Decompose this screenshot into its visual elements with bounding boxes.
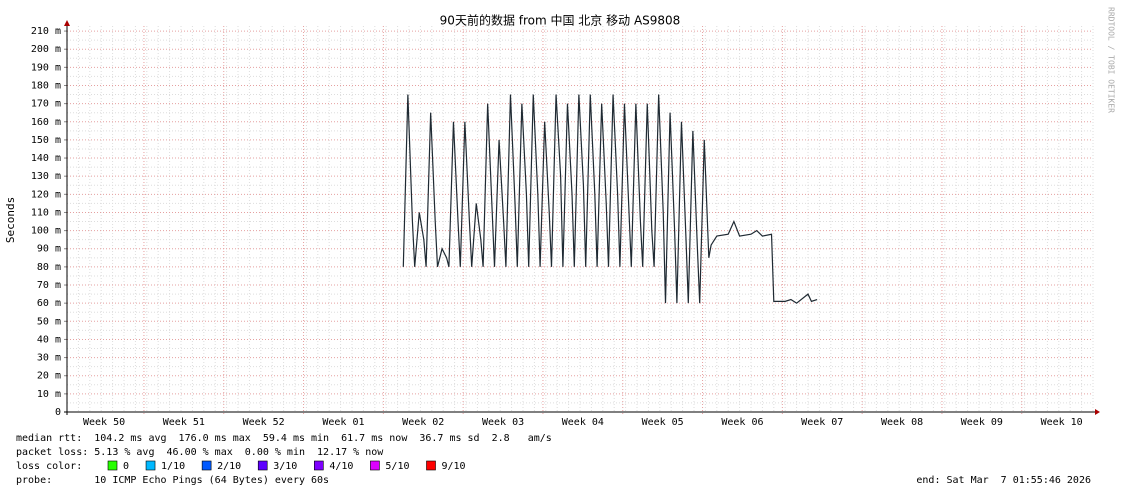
y-tick-label: 40 m [37,334,61,345]
y-tick-label: 210 m [31,26,61,37]
median-line [402,94,818,304]
y-tick-label: 200 m [31,44,61,55]
x-tick-label: Week 09 [961,417,1003,428]
y-tick-label: 120 m [31,189,61,200]
y-tick-label: 170 m [31,99,61,110]
probe-info: probe: 10 ICMP Echo Pings (64 Bytes) eve… [16,475,329,486]
y-tick-label: 150 m [31,135,61,146]
watermark: RRDTOOL / TOBI OETIKER [1107,7,1116,113]
x-tick-label: Week 07 [801,417,843,428]
x-tick-label: Week 02 [402,417,444,428]
y-tick-label: 60 m [37,298,61,309]
legend-label: 9/10 [442,461,466,472]
x-tick-label: Week 52 [243,417,285,428]
x-tick-label: Week 05 [642,417,684,428]
y-axis-label: Seconds [4,197,17,243]
x-tick-label: Week 06 [721,417,763,428]
legend-swatch [201,460,212,471]
x-tick-label: Week 51 [163,417,205,428]
y-axis-arrow [64,20,70,26]
x-tick-label: Week 01 [322,417,364,428]
legend-label: 2/10 [217,461,241,472]
end-time: end: Sat Mar 7 01:55:46 2026 [916,475,1091,486]
y-tick-label: 160 m [31,117,61,128]
x-tick-label: Week 08 [881,417,923,428]
legend-swatch [314,460,324,471]
legend-swatch [257,460,268,471]
y-tick-label: 100 m [31,226,61,237]
y-tick-label: 20 m [37,371,61,382]
y-tick-label: 10 m [37,389,61,400]
y-tick-label: 190 m [31,62,61,73]
legend-swatch [426,460,436,471]
legend-label: 4/10 [329,461,353,472]
y-tick-label: 130 m [31,171,61,182]
legend-label: 0 [123,461,129,472]
y-tick-label: 70 m [37,280,61,291]
y-tick-label: 90 m [37,244,61,255]
y-tick-label: 110 m [31,207,61,218]
legend-label: 3/10 [273,461,297,472]
y-tick-label: 0 [55,407,61,418]
y-tick-label: 140 m [31,153,61,164]
y-tick-label: 80 m [37,262,61,273]
legend-swatch [107,460,118,471]
legend-label: 5/10 [385,461,409,472]
x-tick-label: Week 03 [482,417,524,428]
chart-title: 90天前的数据 from 中国 北京 移动 AS9808 [440,13,681,28]
y-tick-label: 30 m [37,353,61,364]
legend-swatch [145,460,156,471]
stats-line: packet loss: 5.13 % avg 46.00 % max 0.00… [16,447,384,458]
y-tick-label: 50 m [37,316,61,327]
x-tick-label: Week 10 [1041,417,1083,428]
stats-line: median rtt: 104.2 ms avg 176.0 ms max 59… [16,433,552,444]
legend-swatch [370,460,380,471]
legend-label: 1/10 [161,461,185,472]
x-tick-label: Week 50 [83,417,125,428]
y-tick-label: 180 m [31,80,61,91]
x-axis-arrow [1095,409,1100,415]
legend-title: loss color: [16,461,82,472]
x-tick-label: Week 04 [562,417,604,428]
